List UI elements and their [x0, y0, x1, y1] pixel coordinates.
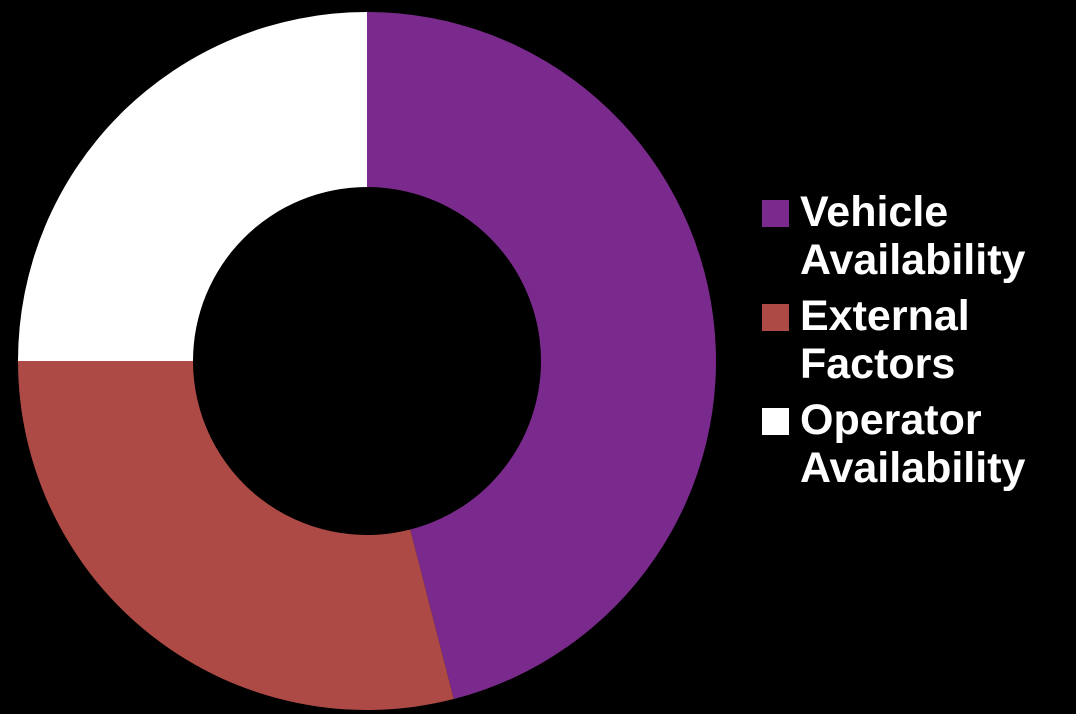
legend-label-external-factors: External Factors — [800, 292, 970, 388]
legend-swatch-external-factors — [762, 304, 789, 331]
slice-vehicle-availability — [367, 12, 717, 700]
slice-operator-availability — [18, 12, 367, 361]
legend-item-vehicle-availability: Vehicle Availability — [762, 188, 1072, 284]
legend-label-vehicle-availability: Vehicle Availability — [800, 188, 1026, 284]
doughnut-chart — [18, 12, 717, 710]
legend-item-operator-availability: Operator Availability — [762, 396, 1072, 492]
chart-legend: Vehicle Availability External Factors Op… — [762, 188, 1072, 500]
legend-label-operator-availability: Operator Availability — [800, 396, 1026, 492]
legend-item-external-factors: External Factors — [762, 292, 1072, 388]
legend-swatch-operator-availability — [762, 408, 789, 435]
slice-external-factors — [18, 361, 454, 710]
legend-swatch-vehicle-availability — [762, 200, 789, 227]
